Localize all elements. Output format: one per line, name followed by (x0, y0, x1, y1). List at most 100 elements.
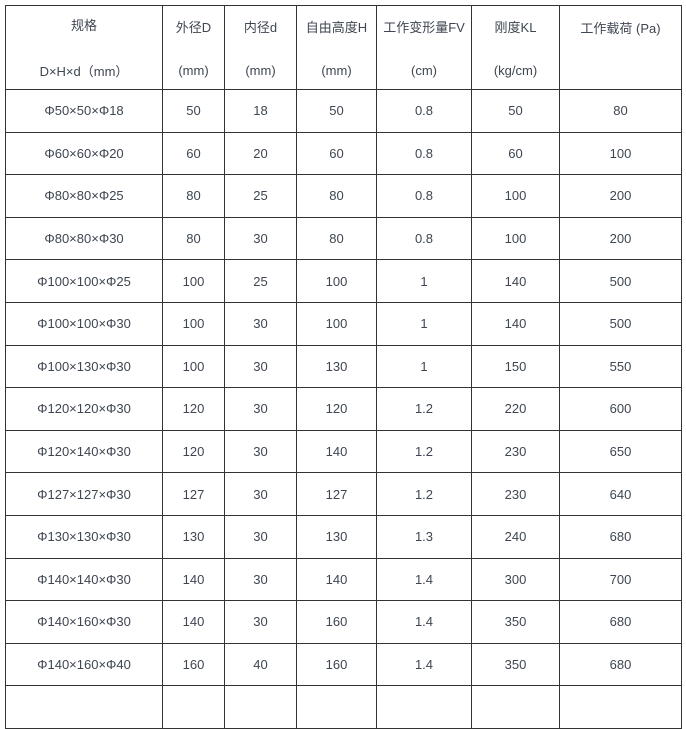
value-cell: 140 (471, 301, 560, 346)
value-cell: 50 (471, 89, 560, 133)
value-cell: 100 (296, 301, 377, 346)
column-header-line2: (mm) (321, 63, 352, 78)
value-cell: 30 (224, 514, 297, 559)
table-row: Φ100×100×Φ30 100 30 100 1 140 500 (5, 301, 682, 346)
value-cell: 30 (224, 301, 297, 346)
value-cell: 120 (162, 429, 225, 474)
empty-cell (296, 685, 377, 729)
value-cell: 30 (224, 472, 297, 516)
value-cell: 127 (162, 472, 225, 516)
value-cell: 700 (559, 557, 682, 602)
value-cell: 1.2 (376, 387, 472, 431)
value-cell: 127 (296, 472, 377, 516)
value-cell: 140 (296, 557, 377, 602)
column-header-line2: (mm) (178, 63, 209, 78)
spec-cell: Φ100×100×Φ25 (5, 259, 163, 303)
value-cell: 30 (224, 216, 297, 261)
value-cell: 100 (162, 301, 225, 346)
column-header: 刚度KL (kg/cm) (471, 5, 560, 90)
value-cell: 140 (296, 429, 377, 474)
header-row: 规格 D×H×d（mm） 外径D (mm) 内径d (mm) 自由高度H (mm) 工作变形量F… (5, 5, 682, 90)
empty-cell (559, 685, 682, 729)
value-cell: 120 (162, 387, 225, 431)
value-cell: 680 (559, 642, 682, 687)
value-cell: 550 (559, 344, 682, 389)
table-row: Φ60×60×Φ20 60 20 60 0.8 60 100 (5, 131, 682, 176)
spec-cell: Φ100×100×Φ30 (5, 301, 163, 346)
value-cell: 30 (224, 344, 297, 389)
column-header-line1: 工作变形量FV (383, 20, 465, 35)
spec-cell: Φ80×80×Φ25 (5, 174, 163, 218)
empty-cell (5, 685, 163, 729)
value-cell: 500 (559, 259, 682, 303)
value-cell: 0.8 (376, 89, 472, 133)
value-cell: 160 (162, 642, 225, 687)
spec-cell: Φ140×140×Φ30 (5, 557, 163, 602)
table-row: Φ100×130×Φ30 100 30 130 1 150 550 (5, 344, 682, 389)
column-header: 工作变形量FV (cm) (376, 5, 472, 90)
column-header: 工作载荷 (Pa) (559, 5, 682, 90)
value-cell: 100 (162, 344, 225, 389)
spec-table: 规格 D×H×d（mm） 外径D (mm) 内径d (mm) 自由高度H (mm) 工作变形量F… (5, 5, 682, 729)
value-cell: 130 (162, 514, 225, 559)
value-cell: 350 (471, 600, 560, 644)
value-cell: 220 (471, 387, 560, 431)
empty-cell (162, 685, 225, 729)
value-cell: 60 (162, 131, 225, 176)
value-cell: 300 (471, 557, 560, 602)
column-header-line2: (cm) (411, 63, 437, 78)
spec-cell: Φ120×140×Φ30 (5, 429, 163, 474)
value-cell: 200 (559, 216, 682, 261)
spec-cell: Φ60×60×Φ20 (5, 131, 163, 176)
value-cell: 80 (296, 216, 377, 261)
partial-table-row (5, 685, 682, 729)
value-cell: 140 (162, 557, 225, 602)
value-cell: 50 (162, 89, 225, 133)
value-cell: 0.8 (376, 131, 472, 176)
column-header-line1: 工作载荷 (Pa) (580, 21, 661, 36)
spec-table-header: 规格 D×H×d（mm） 外径D (mm) 内径d (mm) 自由高度H (mm) 工作变形量F… (5, 5, 682, 90)
value-cell: 50 (296, 89, 377, 133)
value-cell: 100 (471, 216, 560, 261)
value-cell: 1.4 (376, 642, 472, 687)
value-cell: 1.3 (376, 514, 472, 559)
value-cell: 200 (559, 174, 682, 218)
column-header-line1: 外径D (175, 20, 212, 35)
value-cell: 100 (471, 174, 560, 218)
spec-cell: Φ100×130×Φ30 (5, 344, 163, 389)
value-cell: 230 (471, 429, 560, 474)
value-cell: 30 (224, 429, 297, 474)
value-cell: 1 (376, 301, 472, 346)
column-header-line2: (kg/cm) (493, 63, 538, 78)
column-header-line2: (mm) (245, 63, 276, 78)
value-cell: 600 (559, 387, 682, 431)
spec-cell: Φ127×127×Φ30 (5, 472, 163, 516)
value-cell: 680 (559, 514, 682, 559)
value-cell: 240 (471, 514, 560, 559)
value-cell: 80 (162, 174, 225, 218)
table-row: Φ127×127×Φ30 127 30 127 1.2 230 640 (5, 472, 682, 516)
value-cell: 1.2 (376, 429, 472, 474)
value-cell: 100 (162, 259, 225, 303)
value-cell: 1.2 (376, 472, 472, 516)
value-cell: 80 (559, 89, 682, 133)
value-cell: 650 (559, 429, 682, 474)
table-row: Φ50×50×Φ18 50 18 50 0.8 50 80 (5, 89, 682, 133)
value-cell: 1 (376, 259, 472, 303)
value-cell: 140 (471, 259, 560, 303)
value-cell: 25 (224, 174, 297, 218)
value-cell: 60 (296, 131, 377, 176)
value-cell: 120 (296, 387, 377, 431)
empty-cell (471, 685, 560, 729)
spec-cell: Φ80×80×Φ30 (5, 216, 163, 261)
value-cell: 130 (296, 344, 377, 389)
value-cell: 680 (559, 600, 682, 644)
table-row: Φ80×80×Φ30 80 30 80 0.8 100 200 (5, 216, 682, 261)
spec-cell: Φ130×130×Φ30 (5, 514, 163, 559)
spec-cell: Φ140×160×Φ30 (5, 600, 163, 644)
value-cell: 350 (471, 642, 560, 687)
value-cell: 80 (162, 216, 225, 261)
column-header-line1: 刚度KL (494, 20, 537, 35)
column-header-line2: D×H×d（mm） (39, 64, 129, 79)
value-cell: 230 (471, 472, 560, 516)
